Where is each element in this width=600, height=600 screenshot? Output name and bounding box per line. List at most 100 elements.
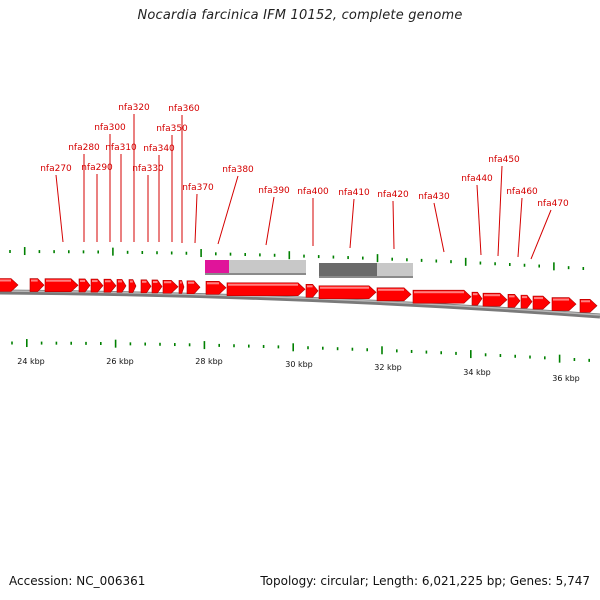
- gene-track: [0, 278, 598, 313]
- gene-arrow[interactable]: [151, 279, 163, 294]
- gene-label[interactable]: nfa290: [81, 163, 113, 173]
- label-leader-line: [517, 197, 523, 258]
- gene-arrow-highlight: [207, 282, 219, 285]
- feature-bar-1-magenta: [205, 260, 229, 273]
- gene-label[interactable]: nfa460: [506, 187, 538, 197]
- gene-arrow[interactable]: [226, 282, 306, 297]
- gene-arrow[interactable]: [90, 278, 104, 293]
- gene-label[interactable]: nfa280: [68, 143, 100, 153]
- gene-arrow[interactable]: [78, 278, 91, 293]
- gene-arrow-highlight: [164, 281, 172, 284]
- gene-arrow[interactable]: [44, 278, 79, 293]
- gene-label[interactable]: nfa330: [132, 164, 164, 174]
- gene-label[interactable]: nfa380: [222, 165, 254, 175]
- gene-arrow[interactable]: [103, 278, 117, 293]
- scale-label: 24 kbp: [17, 357, 45, 366]
- gene-arrow-highlight: [534, 297, 543, 300]
- gene-arrow[interactable]: [140, 279, 152, 294]
- gene-labels: nfa270 nfa280 nfa290 nfa300 nfa310 nfa32…: [40, 103, 569, 209]
- accession-text: Accession: NC_006361: [9, 574, 146, 588]
- gene-arrow-highlight: [142, 280, 147, 283]
- scale-label: 30 kbp: [285, 360, 313, 369]
- gene-arrow-highlight: [46, 279, 71, 282]
- gene-arrow-highlight: [180, 281, 182, 284]
- gene-arrow[interactable]: [0, 278, 19, 292]
- genome-info-text: Topology: circular; Length: 6,021,225 bp…: [260, 574, 590, 588]
- gene-arrow[interactable]: [205, 280, 227, 295]
- gene-label[interactable]: nfa360: [168, 104, 200, 114]
- label-leader-line: [349, 198, 355, 249]
- scale-label: 34 kbp: [463, 368, 491, 377]
- label-leader-line: [433, 202, 445, 253]
- label-leader-line: [194, 193, 198, 244]
- gene-label[interactable]: nfa410: [338, 188, 370, 198]
- gene-arrow[interactable]: [507, 294, 521, 308]
- gene-label[interactable]: nfa320: [118, 103, 150, 113]
- gene-arrow-highlight: [228, 283, 298, 286]
- label-leaders: [55, 114, 552, 260]
- gene-arrow[interactable]: [532, 295, 551, 310]
- scale-label: 28 kbp: [195, 357, 223, 366]
- gene-label[interactable]: nfa370: [182, 183, 214, 193]
- gene-arrow-highlight: [92, 280, 98, 283]
- gene-label[interactable]: nfa440: [461, 174, 493, 184]
- gene-arrow[interactable]: [318, 285, 377, 300]
- gene-arrow[interactable]: [29, 278, 45, 292]
- gene-arrow[interactable]: [128, 279, 137, 293]
- gene-arrow[interactable]: [162, 279, 179, 294]
- gene-label[interactable]: nfa420: [377, 190, 409, 200]
- gene-label[interactable]: nfa390: [258, 186, 290, 196]
- gene-arrow-highlight: [414, 291, 464, 294]
- gene-label[interactable]: nfa350: [156, 124, 188, 134]
- label-leader-line: [476, 184, 482, 256]
- gene-arrow-highlight: [473, 293, 478, 296]
- gene-label[interactable]: nfa430: [418, 192, 450, 202]
- gene-arrow[interactable]: [482, 292, 508, 307]
- gene-arrow-highlight: [153, 280, 158, 283]
- gene-arrow-highlight: [307, 285, 313, 288]
- gene-arrow-highlight: [581, 300, 590, 303]
- gene-arrow[interactable]: [579, 298, 598, 313]
- feature-track: [205, 260, 413, 278]
- label-leader-line: [217, 175, 239, 245]
- scale-label: 32 kbp: [374, 363, 402, 372]
- gene-arrow[interactable]: [186, 280, 201, 295]
- gene-label[interactable]: nfa310: [105, 143, 137, 153]
- gene-arrow[interactable]: [178, 280, 185, 294]
- scale-labels: 24 kbp 26 kbp 28 kbp 30 kbp 32 kbp 34 kb…: [17, 357, 580, 383]
- gene-arrow-highlight: [80, 279, 86, 282]
- genome-backbone: [0, 289, 600, 319]
- gene-arrow[interactable]: [376, 287, 412, 302]
- gene-label[interactable]: nfa300: [94, 123, 126, 133]
- gene-arrow-highlight: [484, 294, 500, 297]
- scale-label: 26 kbp: [106, 357, 134, 366]
- gene-label[interactable]: nfa450: [488, 155, 520, 165]
- label-leader-line: [497, 165, 503, 257]
- gene-label[interactable]: nfa340: [143, 144, 175, 154]
- gene-label[interactable]: nfa470: [537, 199, 569, 209]
- gene-label[interactable]: nfa270: [40, 164, 72, 174]
- label-leader-line: [530, 209, 552, 260]
- gene-arrow-highlight: [0, 279, 11, 282]
- tick-track-top: [9, 247, 585, 271]
- gene-arrow-highlight: [130, 280, 133, 283]
- gene-arrow[interactable]: [412, 289, 472, 304]
- gene-arrow[interactable]: [305, 284, 319, 298]
- gene-arrow-highlight: [509, 295, 515, 298]
- gene-arrow-highlight: [105, 280, 111, 283]
- gene-arrow[interactable]: [471, 291, 483, 306]
- map-title: Nocardia farcinica IFM 10152, complete g…: [137, 8, 463, 23]
- feature-bar-1: [205, 260, 306, 273]
- gene-arrow[interactable]: [116, 279, 127, 293]
- gene-arrow[interactable]: [520, 294, 533, 309]
- gene-arrow-highlight: [378, 288, 404, 291]
- feature-bar-2-dark: [319, 263, 377, 276]
- gene-label[interactable]: nfa400: [297, 187, 329, 197]
- gene-arrow-highlight: [31, 279, 38, 282]
- gene-arrow[interactable]: [551, 297, 577, 311]
- gene-arrow-highlight: [522, 296, 528, 299]
- label-leader-line: [265, 196, 275, 246]
- gene-arrow-highlight: [118, 280, 122, 283]
- scale-label: 36 kbp: [552, 374, 580, 383]
